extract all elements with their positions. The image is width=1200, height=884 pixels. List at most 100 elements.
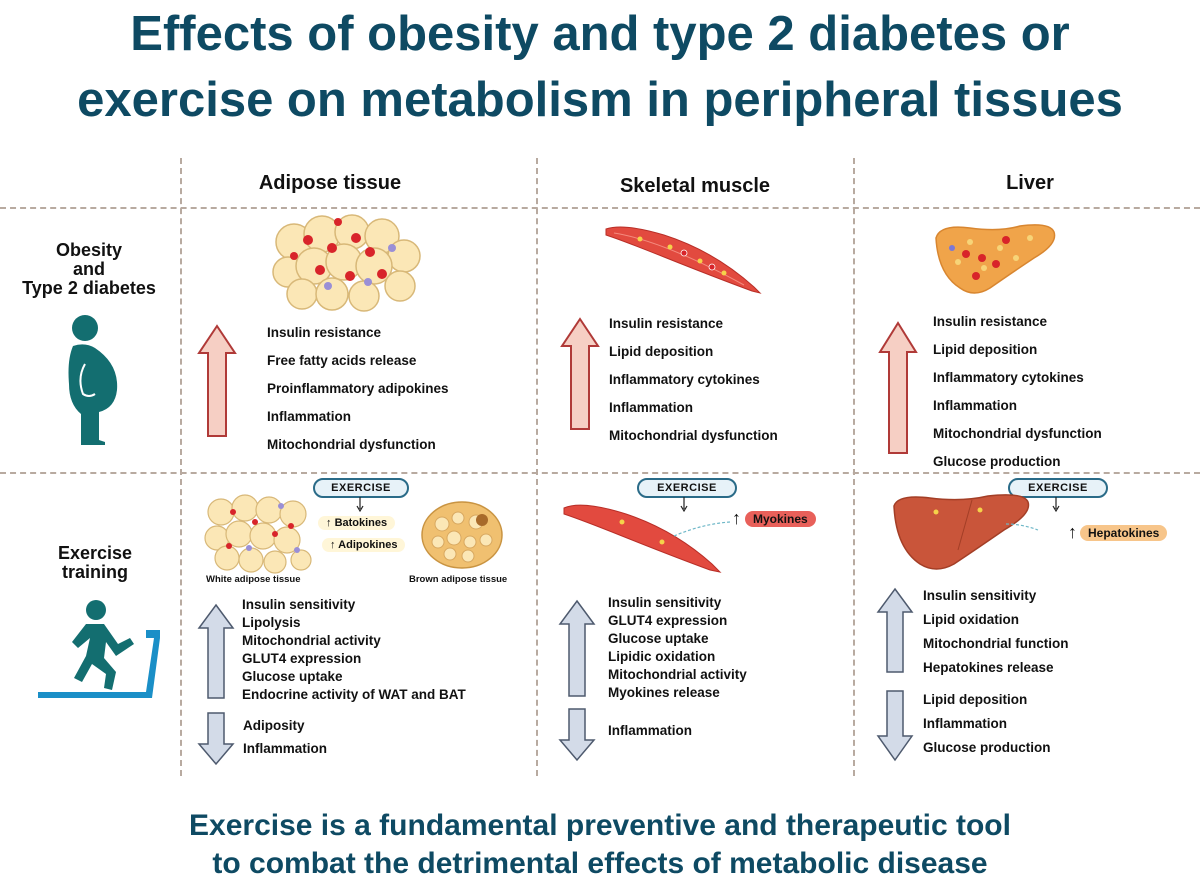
row-header-obesity-line1: Obesity [55,240,123,260]
down-arrow-icon [680,497,688,513]
list-item: Hepatokines release [923,660,1054,675]
grid-line-top [0,207,1200,209]
row-header-obesity: Obesity and Type 2 diabetes [0,241,178,298]
grid-line-middle [0,472,1200,474]
list-item: Glucose uptake [242,669,343,684]
footer-line-1: Exercise is a fundamental preventive and… [189,809,1011,842]
list-item: Insulin resistance [609,316,724,331]
down-arrow-icon [197,712,235,766]
list-item: Glucose production [933,454,1061,469]
list-item: Lipid deposition [933,342,1038,357]
exercise-label-muscle: EXERCISE [637,478,737,498]
list-item: Lipid deposition [609,344,714,359]
up-arrow-icon [876,587,914,673]
list-item: Inflammation [608,723,693,738]
grid-line-col2 [536,158,538,776]
obesity-muscle-effects: Insulin resistance Lipid deposition Infl… [609,310,778,450]
exercise-muscle-decreases: Inflammation [608,722,692,740]
row-header-exercise: Exercise training [0,544,190,582]
up-arrow-icon [878,321,918,454]
exercise-liver-decreases: Lipid deposition Inflammation Glucose pr… [923,688,1051,760]
column-header-liver: Liver [1006,172,1054,194]
list-item: Insulin sensitivity [242,597,356,612]
list-item: Mitochondrial activity [242,633,381,648]
title-line-1: Effects of obesity and type 2 diabetes o… [130,7,1070,61]
list-item: Proinflammatory adipokines [267,381,449,396]
exercise-adipose-increases: Insulin sensitivity Lipolysis Mitochondr… [242,596,466,704]
list-item: Inflammation [243,741,328,756]
skeletal-muscle-exercise-illustration [563,504,731,573]
list-item: Mitochondrial dysfunction [609,428,778,443]
up-arrow-icon: ↑ [1068,522,1077,542]
liver-illustration-fatty [935,224,1056,294]
obesity-liver-effects: Insulin resistance Lipid deposition Infl… [933,308,1102,476]
grid-line-col1 [180,158,182,776]
list-item: Free fatty acids release [267,353,417,368]
exercise-label-adipose: EXERCISE [313,478,409,498]
exercise-label-liver: EXERCISE [1008,478,1108,498]
row-header-exercise-line2: training [62,562,128,582]
brown-adipose-illustration [421,501,503,569]
list-item: Inflammation [923,716,1008,731]
column-header-adipose: Adipose tissue [258,172,402,194]
exercise-liver-increases: Insulin sensitivity Lipid oxidation Mito… [923,584,1068,680]
up-arrow-icon [558,599,596,697]
liver-illustration-healthy [893,494,1039,570]
list-item: Inflammation [609,400,694,415]
treadmill-runner-icon [38,600,160,698]
obesity-adipose-effects: Insulin resistance Free fatty acids rele… [267,319,449,459]
exercise-muscle-increases: Insulin sensitivity GLUT4 expression Glu… [608,594,747,702]
list-item: Mitochondrial activity [608,667,747,682]
list-item: Mitochondrial dysfunction [267,437,436,452]
batokines-tag: ↑ Batokines [318,516,396,530]
list-item: Inflammation [933,398,1018,413]
list-item: Insulin resistance [267,325,382,340]
list-item: Insulin sensitivity [923,588,1037,603]
list-item: GLUT4 expression [608,613,728,628]
adipose-tissue-illustration [272,214,421,312]
up-arrow-icon: ↑ [732,508,741,528]
myokines-tag: Myokines [745,511,816,527]
list-item: Lipid deposition [923,692,1028,707]
list-item: Glucose production [923,740,1051,755]
white-adipose-illustration [204,494,312,574]
down-arrow-icon [1052,497,1060,513]
adipokines-label: Adipokines [338,539,398,551]
up-arrow-icon [197,324,237,437]
grid-line-col3 [853,158,855,776]
list-item: Mitochondrial dysfunction [933,426,1102,441]
exercise-adipose-decreases: Adiposity Inflammation [243,714,327,760]
up-arrow-icon [197,603,235,699]
skeletal-muscle-illustration [605,226,762,294]
list-item: Insulin sensitivity [608,595,722,610]
obese-person-icon [68,315,118,445]
list-item: Endocrine activity of WAT and BAT [242,687,466,702]
footer-line-2: to combat the detrimental effects of met… [212,847,988,880]
column-header-muscle: Skeletal muscle [619,175,771,197]
list-item: Inflammatory cytokines [933,370,1084,385]
list-item: GLUT4 expression [242,651,362,666]
list-item: Myokines release [608,685,720,700]
row-header-exercise-line1: Exercise [57,543,133,563]
white-adipose-label: White adipose tissue [206,574,301,585]
list-item: Lipid oxidation [923,612,1019,627]
batokines-label: Batokines [334,517,388,529]
title-line-2: exercise on metabolism in peripheral tis… [77,73,1123,127]
list-item: Mitochondrial function [923,636,1069,651]
hepatokines-tag: Hepatokines [1080,525,1168,541]
down-arrow-icon [356,497,364,513]
list-item: Lipidic oxidation [608,649,716,664]
brown-adipose-label: Brown adipose tissue [409,574,508,585]
row-header-obesity-line2: and [72,259,105,279]
down-arrow-icon [558,708,596,762]
list-item: Insulin resistance [933,314,1048,329]
row-header-obesity-line3: Type 2 diabetes [22,278,156,298]
list-item: Lipolysis [242,615,301,630]
down-arrow-icon [876,690,914,762]
adipokines-tag: ↑ Adipokines [322,538,406,552]
list-item: Glucose uptake [608,631,709,646]
list-item: Adiposity [243,718,305,733]
up-arrow-icon [560,317,600,430]
list-item: Inflammatory cytokines [609,372,760,387]
list-item: Inflammation [267,409,352,424]
